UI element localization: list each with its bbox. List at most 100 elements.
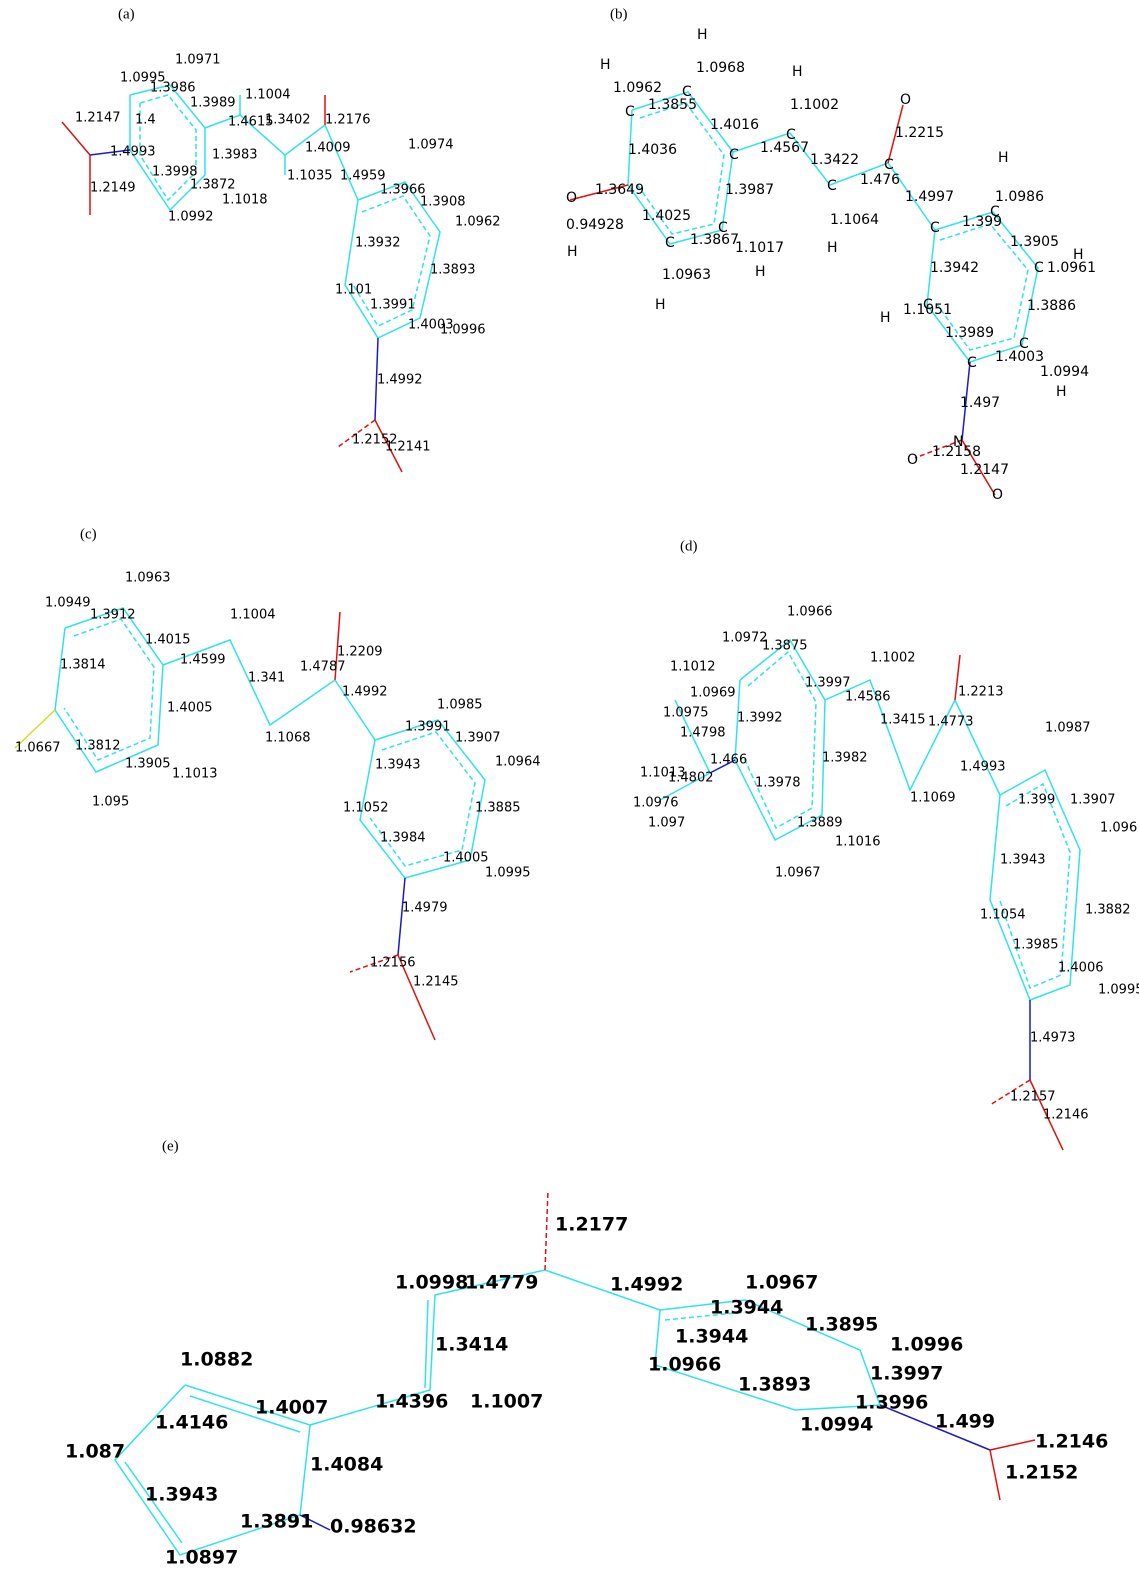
- bond-label: 1.0996: [440, 323, 486, 338]
- bond-label: 1.3855: [648, 97, 697, 113]
- bond-label: 1.0968: [696, 60, 745, 76]
- bond: [62, 122, 90, 155]
- bond-label: 1.3889: [797, 816, 843, 831]
- bond-label: 1.3402: [265, 113, 311, 128]
- bond-label: 1.3944: [710, 1297, 783, 1319]
- bond-label: 1.4992: [610, 1274, 683, 1296]
- bond-label: 1.1013: [172, 767, 218, 782]
- bond-label: 1.4773: [928, 715, 974, 730]
- bond-label: 1.4005: [167, 701, 213, 716]
- bond-label: 1.0995: [485, 866, 531, 881]
- bond-label: O: [900, 92, 911, 108]
- bond-label: N: [953, 434, 963, 450]
- bond-label: 1.1051: [903, 302, 952, 318]
- bond-label: 1.101: [335, 283, 372, 298]
- bond-label: 1.399: [1018, 793, 1055, 808]
- bond: [990, 1450, 1000, 1500]
- bond-label: C: [729, 147, 739, 163]
- bond-label: C: [967, 355, 977, 371]
- bond-label: 1.3943: [1000, 853, 1046, 868]
- bond-label: 1.4007: [255, 1397, 328, 1419]
- bond-label: 1.0964: [495, 755, 541, 770]
- bond-label: 1.3997: [805, 676, 851, 691]
- bond-label: H: [697, 27, 708, 43]
- bond-label: 1.3997: [870, 1363, 943, 1385]
- bond-label: 1.2156: [370, 956, 416, 971]
- bond-label: 1.3943: [375, 758, 421, 773]
- bond-label: 1.0949: [45, 596, 91, 611]
- bond-label: O: [992, 487, 1003, 503]
- bond-label: H: [600, 57, 611, 73]
- bond-label: 1.3989: [190, 96, 236, 111]
- bond-label: 1.0963: [662, 267, 711, 283]
- bond-label: 1.4992: [377, 373, 423, 388]
- bond-label: 1.4993: [110, 145, 156, 160]
- bond-label: 1.1052: [343, 801, 389, 816]
- bond-label: H: [655, 297, 666, 313]
- bond-label: 1.2149: [90, 181, 136, 196]
- bond-label: H: [998, 150, 1009, 166]
- bond-label: H: [827, 240, 838, 256]
- bond-label: 1.3422: [810, 152, 859, 168]
- figure: (a)1.09711.09951.39861.39891.10041.21761…: [0, 0, 1139, 1570]
- bond-label: 1.1069: [910, 791, 956, 806]
- bond-label: 1.2209: [337, 645, 383, 660]
- bond-label: 1.3996: [855, 1392, 928, 1414]
- bond-label: 1.3991: [370, 298, 416, 313]
- bond: [398, 878, 405, 955]
- bond-label: 1.1004: [245, 88, 291, 103]
- bond-label: 1.2176: [325, 113, 371, 128]
- bond-label: C: [1019, 336, 1029, 352]
- bond-label: 1.2141: [385, 440, 431, 455]
- bond-label: 1.2147: [960, 462, 1009, 478]
- bond-label: 1.3907: [455, 731, 501, 746]
- bond-label: 1.497: [960, 395, 1000, 411]
- bond-label: 1.3989: [945, 325, 994, 341]
- bond-label: 1.0987: [1045, 721, 1091, 736]
- bond-label: 1.3414: [435, 1334, 508, 1356]
- bond-label: 1.3991: [405, 720, 451, 735]
- bond-label: 1.1012: [670, 660, 716, 675]
- bond-label: 1.3978: [755, 776, 801, 791]
- bond-label: 1.4997: [905, 189, 954, 205]
- bond-label: O: [566, 190, 577, 206]
- bond-label: 1.4005: [443, 851, 489, 866]
- bond-label: 1.0994: [800, 1414, 873, 1436]
- bond-label: 0.94928: [566, 217, 624, 233]
- bond-label: 1.4979: [402, 901, 448, 916]
- bond-label: 1.0967: [775, 866, 821, 881]
- bond-label: 1.3908: [420, 195, 466, 210]
- bond-label: 1.2146: [1043, 1108, 1089, 1123]
- bond-label: 1.0995: [1098, 983, 1139, 998]
- bond: [545, 1190, 548, 1270]
- bond-label: 1.2147: [75, 111, 121, 126]
- bond-label: 1.4959: [340, 169, 386, 184]
- panel-tag: (d): [680, 538, 698, 554]
- bond-label: 1.0985: [437, 698, 483, 713]
- bond-label: 1.4599: [180, 653, 226, 668]
- bond-label: 1.4993: [960, 760, 1006, 775]
- bond-label: 1.3895: [805, 1314, 878, 1336]
- bond-label: 1.3992: [737, 711, 783, 726]
- bond-label: C: [718, 220, 728, 236]
- bond-label: 1.1064: [830, 212, 879, 228]
- bond-label: O: [907, 452, 918, 468]
- bond-label: 1.096: [1100, 821, 1137, 836]
- bond-label: 1.0967: [745, 1272, 818, 1294]
- bond-label: C: [990, 204, 1000, 220]
- bond-label: H: [1056, 384, 1067, 400]
- bond-label: 1.3867: [690, 232, 739, 248]
- bond-label: 1.3986: [150, 81, 196, 96]
- bond-label: 1.4036: [628, 142, 677, 158]
- bond-label: 1.0966: [787, 605, 833, 620]
- bond-label: 1.1054: [980, 908, 1026, 923]
- bond-label: 1.3912: [90, 608, 136, 623]
- bond-label: 1.0992: [168, 210, 214, 225]
- panel-tag: (a): [118, 6, 135, 22]
- bond-label: C: [827, 178, 837, 194]
- bond-label: 1.3944: [675, 1326, 748, 1348]
- bond-label: C: [930, 220, 940, 236]
- bond-label: 1.3905: [1010, 234, 1059, 250]
- bond: [999, 784, 1070, 988]
- bond-label: 1.2146: [1035, 1431, 1108, 1453]
